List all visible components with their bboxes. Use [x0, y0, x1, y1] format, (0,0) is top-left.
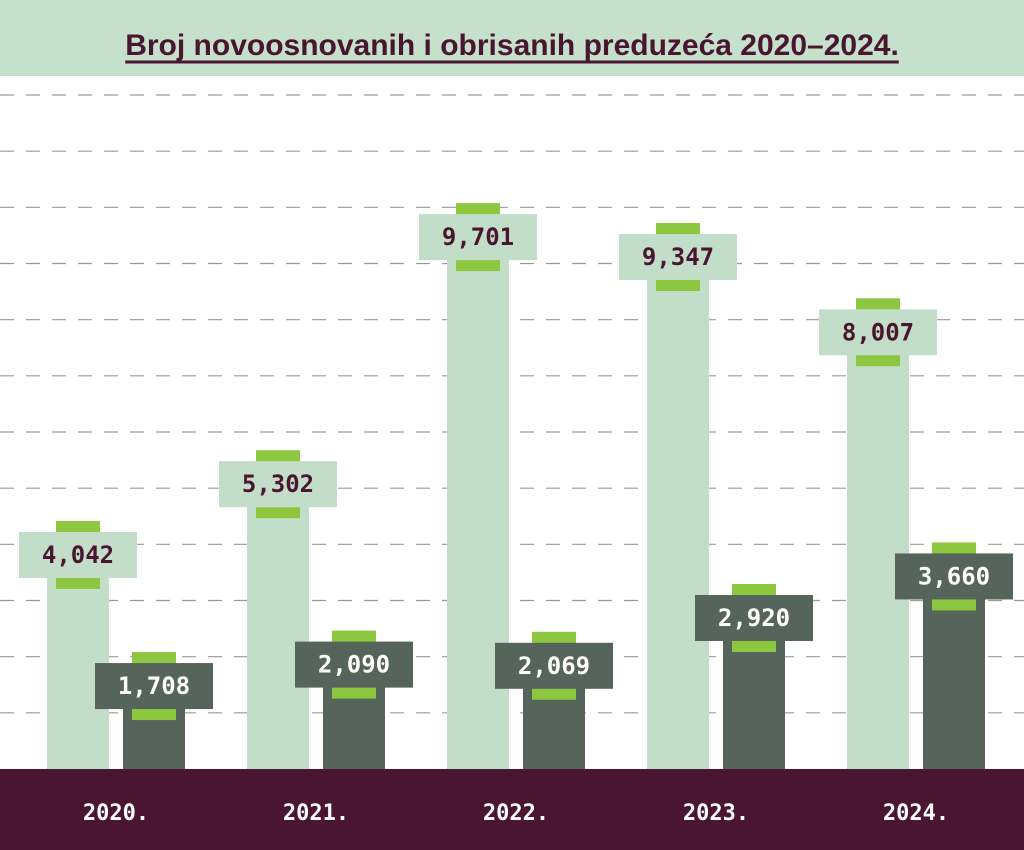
bars: 4,042 1,708 5,302 2,090 9,701 2,069 9,347 2,920… — [19, 203, 1013, 770]
x-tick-label: 2024. — [883, 801, 949, 826]
value-label-box — [819, 309, 937, 356]
value-label: 4,042 — [42, 541, 114, 569]
bar-novoosnovana — [647, 244, 709, 770]
label-accent-top — [256, 450, 300, 463]
label-accent-top — [132, 652, 176, 665]
label-accent-bottom — [932, 598, 976, 611]
x-tick-label: 2022. — [483, 801, 549, 826]
chart-title: Broj novoosnovanih i obrisanih preduzeća… — [125, 29, 899, 62]
value-label: 5,302 — [242, 470, 314, 498]
value-label-box — [295, 641, 413, 688]
value-label-box — [419, 214, 537, 261]
x-tick-label: 2023. — [683, 801, 749, 826]
value-label: 9,701 — [442, 223, 514, 251]
label-accent-bottom — [332, 686, 376, 699]
value-label-box — [95, 663, 213, 710]
label-accent-bottom — [56, 576, 100, 589]
bar-novoosnovana — [247, 471, 309, 769]
value-label: 2,069 — [518, 652, 590, 680]
label-accent-bottom — [456, 259, 500, 272]
value-label-box — [219, 461, 337, 508]
label-accent-bottom — [656, 279, 700, 292]
label-accent-top — [932, 542, 976, 555]
label-accent-top — [332, 630, 376, 643]
value-label-box — [19, 531, 137, 578]
value-label-box — [895, 553, 1013, 600]
bar-novoosnovana — [847, 319, 909, 769]
label-accent-bottom — [856, 354, 900, 367]
value-label-box — [619, 234, 737, 281]
label-accent-bottom — [732, 639, 776, 652]
x-tick-label: 2021. — [283, 801, 349, 826]
label-accent-bottom — [132, 708, 176, 721]
value-label: 8,007 — [842, 318, 914, 346]
label-accent-top — [656, 223, 700, 236]
x-axis-labels: 2020. 2021. 2022. 2023. 2024. — [83, 801, 949, 826]
value-label-box — [495, 642, 613, 689]
label-accent-top — [732, 583, 776, 596]
value-label-box — [695, 594, 813, 641]
label-accent-top — [532, 631, 576, 644]
label-accent-bottom — [256, 506, 300, 519]
label-accent-top — [56, 520, 100, 533]
value-label: 2,920 — [718, 604, 790, 632]
value-label: 1,708 — [118, 672, 190, 700]
value-label: 9,347 — [642, 243, 714, 271]
label-accent-top — [456, 203, 500, 216]
value-label: 2,090 — [318, 651, 390, 679]
label-accent-bottom — [532, 687, 576, 700]
value-label: 3,660 — [918, 562, 990, 590]
x-tick-label: 2020. — [83, 801, 149, 826]
label-accent-top — [856, 298, 900, 311]
footer-band — [0, 769, 1024, 850]
